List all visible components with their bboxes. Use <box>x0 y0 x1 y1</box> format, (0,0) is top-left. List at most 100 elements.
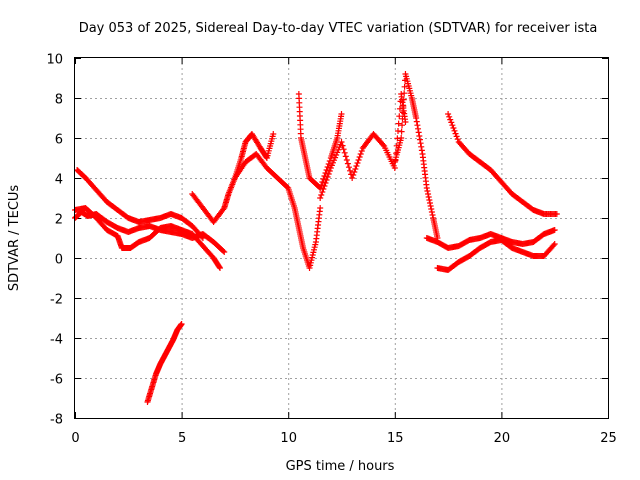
data-point <box>399 115 406 122</box>
series-track-g <box>295 91 345 191</box>
data-point <box>317 195 324 201</box>
data-point <box>325 171 332 177</box>
data-point <box>323 167 330 173</box>
x-axis-label: GPS time / hours <box>286 459 395 474</box>
data-point <box>350 172 357 178</box>
data-point <box>401 83 408 90</box>
data-point <box>396 113 403 120</box>
data-point <box>338 139 345 145</box>
data-point <box>446 113 453 120</box>
data-point <box>399 109 406 116</box>
data-point <box>417 140 424 147</box>
data-point <box>429 212 436 218</box>
data-point <box>345 164 352 171</box>
series-track-j <box>423 227 558 251</box>
data-point <box>428 206 435 212</box>
y-tick-label: -4 <box>50 333 63 348</box>
data-point <box>353 163 360 169</box>
data-point <box>318 182 325 188</box>
y-axis-label: SDTVAR / TECUs <box>7 185 22 292</box>
data-point <box>424 188 431 194</box>
data-point <box>425 194 432 200</box>
data-point <box>343 157 350 163</box>
data-point <box>338 111 345 117</box>
x-tick-label: 20 <box>494 431 511 446</box>
data-point <box>322 170 329 176</box>
data-point <box>324 164 331 170</box>
data-point <box>319 189 326 195</box>
data-point <box>416 136 423 143</box>
data-point <box>426 197 433 203</box>
data-point <box>178 321 185 327</box>
data-point <box>453 133 460 140</box>
data-point <box>452 130 459 137</box>
data-point <box>216 265 223 271</box>
y-tick-label: 2 <box>55 213 63 228</box>
data-point <box>320 186 327 192</box>
data-point <box>220 248 227 254</box>
data-point <box>317 205 324 211</box>
data-point <box>357 151 364 157</box>
data-point <box>326 168 333 174</box>
chart-title: Day 053 of 2025, Sidereal Day-to-day VTE… <box>79 21 598 36</box>
data-point <box>347 167 354 174</box>
y-tick-label: 6 <box>55 133 63 148</box>
data-point <box>319 179 326 185</box>
data-point <box>551 227 558 233</box>
data-point <box>553 211 560 217</box>
y-tick-label: -2 <box>50 293 63 308</box>
data-point <box>324 174 331 180</box>
data-point <box>423 185 430 191</box>
data-point <box>199 235 206 241</box>
data-point <box>450 125 457 131</box>
data-point <box>427 203 434 209</box>
plot-frame <box>74 57 609 419</box>
y-tick-label: -8 <box>50 413 63 428</box>
series-track-l <box>445 111 560 217</box>
data-point <box>426 200 433 206</box>
data-point <box>401 90 408 97</box>
data-point <box>326 158 333 164</box>
data-point <box>380 141 387 148</box>
data-point <box>339 142 346 149</box>
y-tick-label: 10 <box>46 53 63 68</box>
data-point <box>321 173 328 179</box>
data-point <box>445 111 452 117</box>
data-point <box>321 183 328 189</box>
data-point <box>400 96 407 103</box>
data-point <box>400 103 407 109</box>
x-tick-labels: 0 5 10 15 20 25 <box>71 431 616 446</box>
y-tick-label: 0 <box>55 253 63 268</box>
data-point <box>413 115 420 121</box>
data-point <box>317 185 324 191</box>
data-point <box>320 176 327 182</box>
y-tick-labels: -8 -6 -4 -2 0 2 4 6 8 10 <box>46 53 63 428</box>
data-point <box>428 209 435 215</box>
data-point <box>221 249 228 255</box>
data-point <box>448 119 455 126</box>
data-point <box>414 122 421 129</box>
data-point <box>270 131 277 137</box>
data-point <box>416 133 423 139</box>
data-point <box>391 165 398 171</box>
data-point <box>396 105 403 112</box>
y-tick-label: 4 <box>55 173 63 188</box>
data-point <box>322 180 329 186</box>
data-point <box>344 160 351 167</box>
data-point <box>454 136 461 143</box>
data-point <box>449 122 456 129</box>
data-point <box>356 154 363 160</box>
grid <box>75 58 608 418</box>
data-point <box>551 241 558 247</box>
data-points <box>72 71 560 405</box>
data-point <box>341 149 348 156</box>
series-track-h <box>317 91 409 201</box>
data-point <box>216 264 223 270</box>
data-point <box>447 116 454 123</box>
y-tick-label: 8 <box>55 93 63 108</box>
data-point <box>451 127 458 134</box>
data-point <box>398 128 405 135</box>
series-track-d <box>144 321 185 405</box>
data-point <box>550 242 557 249</box>
